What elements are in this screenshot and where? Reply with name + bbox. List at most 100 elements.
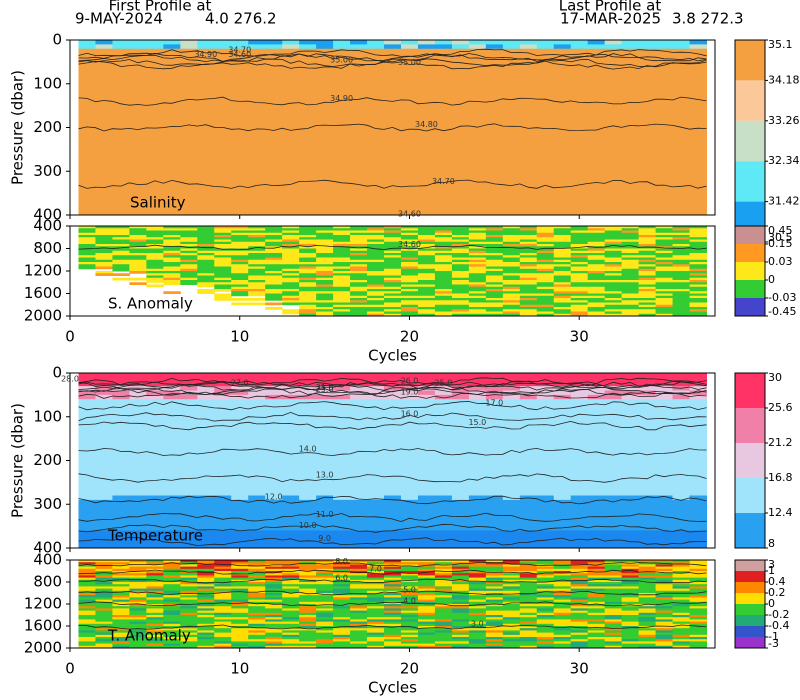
field-cell xyxy=(197,289,215,292)
field-cell xyxy=(180,619,198,623)
field-cell xyxy=(248,210,266,216)
field-cell xyxy=(367,175,385,181)
field-cell xyxy=(265,630,283,634)
field-cell xyxy=(451,280,470,283)
field-cell xyxy=(553,293,572,297)
field-cell xyxy=(519,399,538,405)
field-cell xyxy=(78,66,96,72)
field-cell xyxy=(553,277,572,281)
field-cell xyxy=(231,275,249,279)
field-cell xyxy=(570,377,589,383)
field-cell xyxy=(400,307,419,310)
field-cell xyxy=(367,244,385,247)
field-cell xyxy=(468,543,487,549)
field-cell xyxy=(672,491,691,496)
field-cell xyxy=(367,434,385,440)
field-cell xyxy=(468,184,487,190)
field-cell xyxy=(655,175,674,181)
field-cell xyxy=(265,230,283,234)
field-cell xyxy=(604,259,623,263)
field-cell xyxy=(689,284,708,288)
field-cell xyxy=(604,447,623,453)
field-cell xyxy=(638,235,657,238)
field-cell xyxy=(129,473,147,479)
field-cell xyxy=(519,257,538,261)
field-cell xyxy=(214,521,232,527)
field-cell xyxy=(587,300,606,303)
field-cell xyxy=(400,237,419,240)
field-cell xyxy=(434,307,453,310)
field-cell xyxy=(180,645,198,649)
field-cell xyxy=(367,300,385,303)
field-cell xyxy=(146,271,164,274)
field-cell xyxy=(299,304,317,308)
field-cell xyxy=(502,478,521,483)
field-cell xyxy=(163,560,181,563)
field-cell xyxy=(146,127,164,133)
field-cell xyxy=(95,66,113,72)
field-cell xyxy=(282,606,300,609)
field-cell xyxy=(655,517,674,523)
field-cell xyxy=(350,313,368,317)
field-cell xyxy=(434,262,453,265)
field-cell xyxy=(163,416,181,422)
field-cell xyxy=(519,201,538,207)
field-cell xyxy=(434,447,453,453)
field-cell xyxy=(333,390,351,396)
field-cell xyxy=(655,197,674,203)
field-cell xyxy=(214,123,232,128)
field-cell xyxy=(316,300,334,303)
field-cell xyxy=(384,253,402,256)
field-cell xyxy=(689,248,708,252)
field-cell xyxy=(689,61,708,67)
field-cell xyxy=(282,615,300,618)
field-cell xyxy=(655,300,674,303)
field-cell xyxy=(248,289,266,292)
field-cell xyxy=(350,390,368,396)
field-cell xyxy=(282,162,300,168)
field-cell xyxy=(180,70,198,76)
field-cell xyxy=(434,140,453,146)
field-cell xyxy=(655,75,674,80)
field-cell xyxy=(536,464,555,470)
field-cell xyxy=(536,284,555,288)
field-cell xyxy=(502,377,521,383)
field-cell xyxy=(451,429,470,435)
field-cell xyxy=(299,394,317,400)
field-cell xyxy=(604,377,623,383)
field-cell xyxy=(451,105,470,111)
field-cell xyxy=(689,180,708,185)
field-cell xyxy=(434,478,453,483)
field-cell xyxy=(367,284,385,288)
field-cell xyxy=(214,447,232,453)
field-cell xyxy=(129,628,147,631)
field-cell xyxy=(689,171,708,177)
field-cell xyxy=(672,79,691,85)
field-cell xyxy=(400,451,419,457)
field-cell xyxy=(587,206,606,212)
field-cell xyxy=(587,83,606,89)
field-cell xyxy=(112,595,130,598)
field-cell xyxy=(282,105,300,111)
field-cell xyxy=(129,504,147,510)
field-cell xyxy=(248,105,266,111)
field-cell xyxy=(146,101,164,107)
field-cell xyxy=(570,460,589,466)
field-cell xyxy=(197,255,215,258)
field-cell xyxy=(95,79,113,85)
field-cell xyxy=(163,248,181,252)
field-cell xyxy=(587,210,606,216)
field-cell xyxy=(214,239,232,243)
field-cell xyxy=(604,408,623,413)
field-cell xyxy=(519,469,538,475)
field-cell xyxy=(367,92,385,98)
field-cell xyxy=(417,66,436,72)
field-cell xyxy=(672,499,691,505)
field-cell xyxy=(367,526,385,531)
field-cell xyxy=(112,259,130,263)
field-cell xyxy=(367,412,385,418)
field-cell xyxy=(265,61,283,67)
field-cell xyxy=(655,230,674,234)
field-cell xyxy=(655,491,674,496)
field-cell xyxy=(112,264,130,267)
